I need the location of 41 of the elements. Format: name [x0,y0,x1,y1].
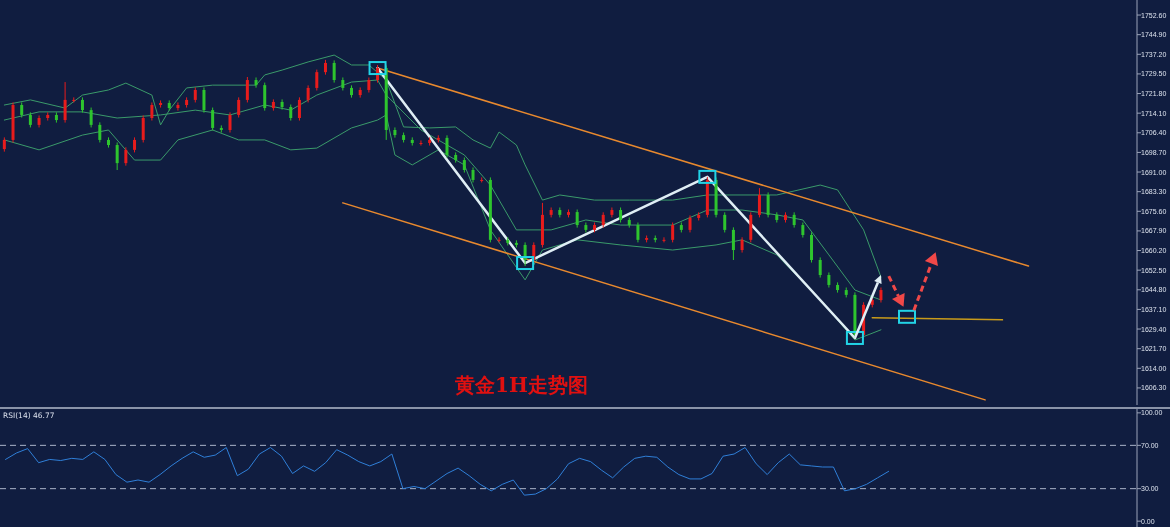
candlestick [228,111,232,134]
candlestick [610,206,614,218]
candlestick [723,211,727,233]
candlestick [211,107,215,131]
candlestick [671,222,675,243]
point [898,309,916,324]
candlestick [63,81,67,124]
candlestick [254,76,258,89]
candlestick [766,191,770,218]
candlestick [445,134,449,159]
candlestick [237,96,241,118]
candlestick [150,101,154,122]
candlestick [549,206,553,218]
point [845,330,864,345]
candlestick [263,82,267,112]
candlestick [315,69,319,91]
candlestick [575,209,579,229]
candlestick [297,96,301,122]
candlestick [393,126,397,139]
point [368,61,387,76]
candlestick [332,59,336,84]
candlestick [202,86,206,114]
candlestick [662,236,666,243]
point [698,169,717,184]
candlestick [757,187,761,218]
candlestick [636,222,640,243]
candlestick [89,107,93,128]
line-series [5,447,890,496]
point [516,256,535,271]
candlestick [176,101,180,112]
candlestick [124,146,128,167]
candlestick [818,256,822,279]
candlestick [245,76,249,103]
annotation: 黄金1H走势图 [454,373,588,397]
candlestick [731,226,735,261]
candlestick [280,98,284,111]
candlestick [497,236,501,243]
candlestick [141,114,145,143]
candlestick [98,121,102,143]
candlestick [419,139,423,147]
candlestick [115,141,119,171]
